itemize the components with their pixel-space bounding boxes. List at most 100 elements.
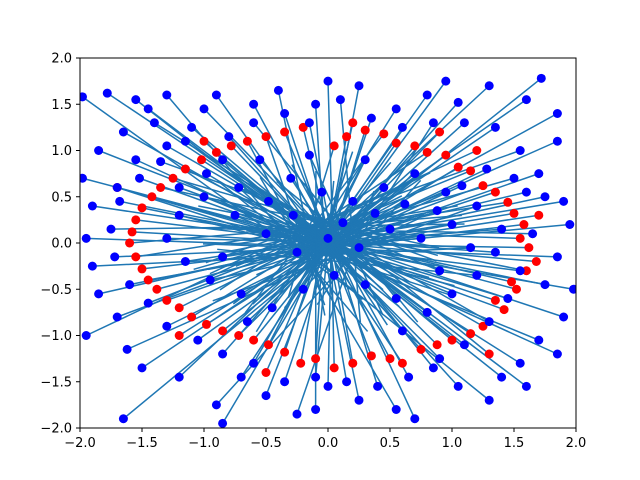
data-point [435, 266, 445, 276]
data-point [490, 295, 500, 305]
data-point [447, 289, 457, 299]
data-point [211, 147, 221, 157]
data-point [348, 118, 358, 128]
data-point [435, 354, 445, 364]
data-point [559, 196, 569, 206]
y-tick-label: −1.0 [40, 329, 72, 344]
data-point [422, 147, 432, 157]
data-point [226, 141, 236, 151]
y-axis: −2.0 −1.5 −1.0 −0.5 0.0 0.5 1.0 1.5 2.0 [40, 52, 80, 437]
series-line [320, 229, 348, 382]
data-point [515, 358, 525, 368]
data-point [199, 104, 209, 114]
data-point [385, 224, 395, 234]
y-tick-label: −1.5 [40, 375, 72, 390]
series-line [184, 140, 339, 253]
x-tick-label: −1.0 [188, 436, 220, 451]
data-point [80, 92, 87, 102]
data-point [422, 307, 432, 317]
data-point [255, 155, 265, 165]
data-point [267, 303, 277, 313]
data-point [162, 233, 172, 243]
data-point [263, 340, 273, 350]
data-point [428, 363, 438, 373]
data-point [197, 155, 207, 165]
x-tick-label: 0.0 [318, 436, 339, 451]
data-point [410, 141, 420, 151]
data-point [193, 335, 203, 345]
data-point [466, 243, 476, 253]
series-line [231, 209, 438, 252]
data-point [519, 220, 529, 229]
data-point [497, 372, 507, 382]
data-point [432, 340, 442, 350]
data-point [410, 169, 420, 179]
data-point [135, 173, 145, 183]
data-point [370, 208, 380, 218]
data-point [112, 183, 122, 192]
data-point [397, 326, 407, 336]
data-point [484, 317, 494, 327]
data-point [131, 95, 141, 105]
data-point [385, 354, 395, 364]
data-point [441, 150, 451, 160]
series-line [98, 149, 342, 247]
data-point [360, 155, 370, 165]
y-tick-label: −2.0 [40, 422, 72, 437]
data-point [391, 138, 401, 148]
data-point [286, 173, 296, 183]
data-point [457, 181, 467, 191]
data-point [397, 122, 407, 132]
data-point [453, 381, 463, 391]
data-point [118, 127, 128, 137]
data-point [87, 201, 97, 211]
data-point [404, 372, 414, 382]
data-point [180, 257, 190, 266]
data-point [292, 409, 302, 419]
data-point [422, 90, 432, 100]
data-point [211, 90, 221, 100]
data-point [115, 196, 125, 206]
data-point [249, 99, 259, 109]
data-point [137, 264, 147, 274]
data-point [112, 312, 122, 322]
data-point [280, 127, 290, 137]
data-point [416, 344, 426, 354]
data-point [218, 418, 228, 428]
data-point [490, 247, 500, 257]
data-point [428, 118, 438, 128]
data-point [459, 340, 469, 350]
y-tick-label: 1.5 [51, 98, 72, 113]
series-line [82, 177, 340, 247]
data-point [292, 247, 302, 257]
data-point [373, 381, 383, 391]
series-line [246, 232, 344, 323]
data-point [187, 312, 197, 322]
x-tick-label: 1.5 [504, 436, 525, 451]
data-point [147, 192, 157, 202]
series-line [328, 233, 416, 420]
data-point [156, 157, 166, 167]
data-point [484, 395, 494, 405]
series-line [317, 184, 463, 253]
data-point [410, 414, 420, 424]
data-point [391, 294, 401, 303]
data-point [524, 243, 534, 253]
data-point [180, 164, 190, 174]
data-point [391, 104, 401, 114]
data-point [397, 358, 407, 368]
data-point [102, 88, 112, 98]
data-point [304, 118, 314, 128]
series-line [310, 238, 509, 300]
series-line [314, 112, 558, 248]
data-point [329, 363, 339, 373]
data-point [354, 243, 364, 253]
data-point [447, 220, 457, 229]
data-point [242, 317, 252, 327]
data-point [379, 129, 389, 139]
series-line [283, 233, 336, 382]
data-point [162, 321, 172, 331]
data-point [503, 197, 513, 207]
data-point [218, 326, 228, 336]
